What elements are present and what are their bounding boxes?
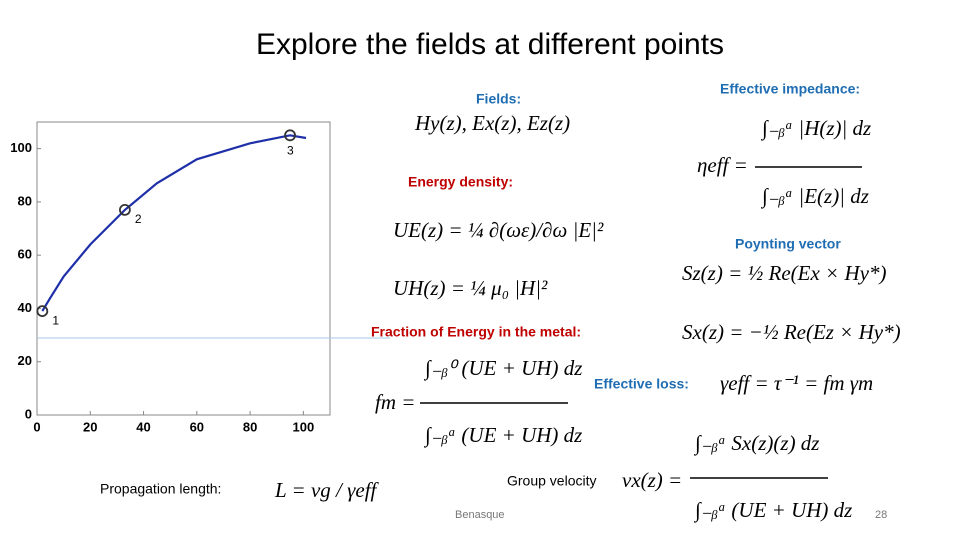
label: Fraction of Energy in the metal: — [371, 324, 581, 340]
label: Fields: — [476, 91, 521, 107]
chart: 0 20 40 60 80 100 0 20 40 60 80 100 1 2 3 — [10, 121, 390, 434]
equation: UH(z) = ¼ μ₀ |H|² — [393, 276, 548, 300]
x-tick-label: 80 — [243, 419, 257, 434]
x-tick-label: 20 — [83, 419, 97, 434]
slide-title: Explore the fields at different points — [256, 28, 724, 61]
data-line — [41, 134, 307, 312]
point-label: 2 — [135, 212, 142, 226]
equation: Hy(z), Ex(z), Ez(z) — [414, 111, 570, 135]
label: Poynting vector — [735, 236, 841, 252]
y-tick-label: 100 — [10, 140, 32, 155]
equation: ∫₋ᵦᵃ (UE + UH) dz — [693, 498, 852, 523]
x-tick-label: 40 — [136, 419, 150, 434]
point-label: 3 — [287, 143, 294, 157]
y-tick-label: 0 — [25, 406, 32, 421]
y-tick-label: 40 — [18, 300, 32, 315]
label: Energy density: — [408, 174, 513, 190]
label: Effective impedance: — [720, 81, 860, 97]
equation: UE(z) = ¼ ∂(ωε)/∂ω |E|² — [393, 218, 604, 242]
point-label: 1 — [52, 313, 59, 327]
equation: L = vg / γeff — [274, 478, 380, 502]
label: Effective loss: — [594, 376, 689, 392]
equation: ηeff = — [697, 153, 748, 177]
equation: γeff = τ⁻¹ = fm γm — [720, 371, 873, 395]
x-tick-label: 60 — [190, 419, 204, 434]
x-tick-label: 100 — [293, 419, 315, 434]
equation: Sx(z) = −½ Re(Ez × Hy*) — [682, 320, 901, 344]
point-marker — [284, 129, 296, 142]
equation: ∫₋ᵦᵃ Sx(z)(z) dz — [693, 431, 819, 456]
equation: ∫₋ᵦᵃ |E(z)| dz — [760, 184, 869, 209]
label: Group velocity — [507, 473, 596, 489]
y-tick-label: 80 — [18, 193, 32, 208]
equation: Sz(z) = ½ Re(Ex × Hy*) — [682, 261, 886, 285]
equation: vx(z) = — [622, 468, 682, 492]
equation: ∫₋ᵦ⁰ (UE + UH) dz — [423, 356, 582, 381]
page-number: 28 — [875, 509, 887, 521]
equation: ∫₋ᵦᵃ (UE + UH) dz — [423, 423, 582, 448]
equation: ∫₋ᵦᵃ |H(z)| dz — [760, 116, 871, 141]
point-marker — [119, 203, 131, 216]
label: Propagation length: — [100, 481, 221, 497]
footer-text: Benasque — [455, 509, 505, 521]
x-tick-label: 0 — [33, 419, 40, 434]
y-tick-label: 20 — [18, 353, 32, 368]
y-tick-label: 60 — [18, 247, 32, 262]
point-marker — [36, 305, 49, 318]
plot-frame — [36, 121, 331, 416]
equation: fm = — [375, 390, 415, 414]
